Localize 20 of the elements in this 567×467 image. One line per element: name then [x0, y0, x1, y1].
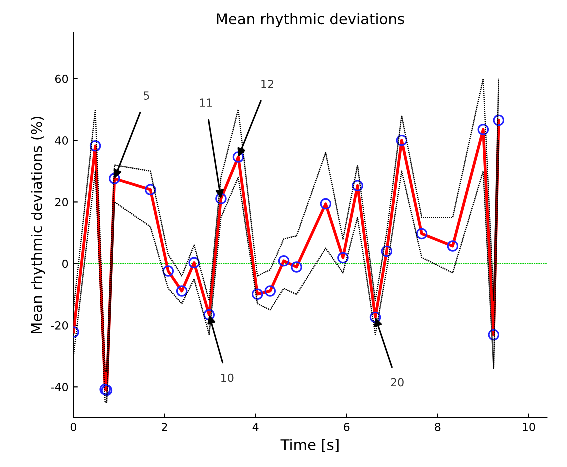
y-tick-label: 0	[62, 260, 68, 268]
annotation: 10	[222, 374, 234, 382]
y-tick-label: 60	[55, 74, 68, 84]
y-tick-label: 20	[56, 198, 68, 207]
x-tick-label: 6	[344, 423, 350, 432]
y-axis-title: Mean rhythmic deviations (%)	[31, 117, 46, 334]
annotation: 11	[200, 98, 212, 107]
x-tick-label: 2	[162, 423, 168, 432]
chart-title: Mean rhythmic deviations	[217, 13, 404, 28]
x-axis-title: Time [s]	[280, 439, 339, 452]
x-tick-label: 4	[252, 423, 259, 432]
y-tick-label: -40	[51, 383, 68, 392]
annotation: 20	[391, 378, 404, 387]
x-tick-label: 8	[435, 423, 441, 432]
y-tick-label: -20	[51, 321, 68, 330]
y-tick-label: 40	[55, 136, 68, 145]
annotation: 12	[262, 80, 274, 88]
x-tick-label: 10	[523, 423, 536, 432]
x-tick-label: 0	[70, 423, 77, 432]
annotation: 5	[144, 92, 150, 100]
